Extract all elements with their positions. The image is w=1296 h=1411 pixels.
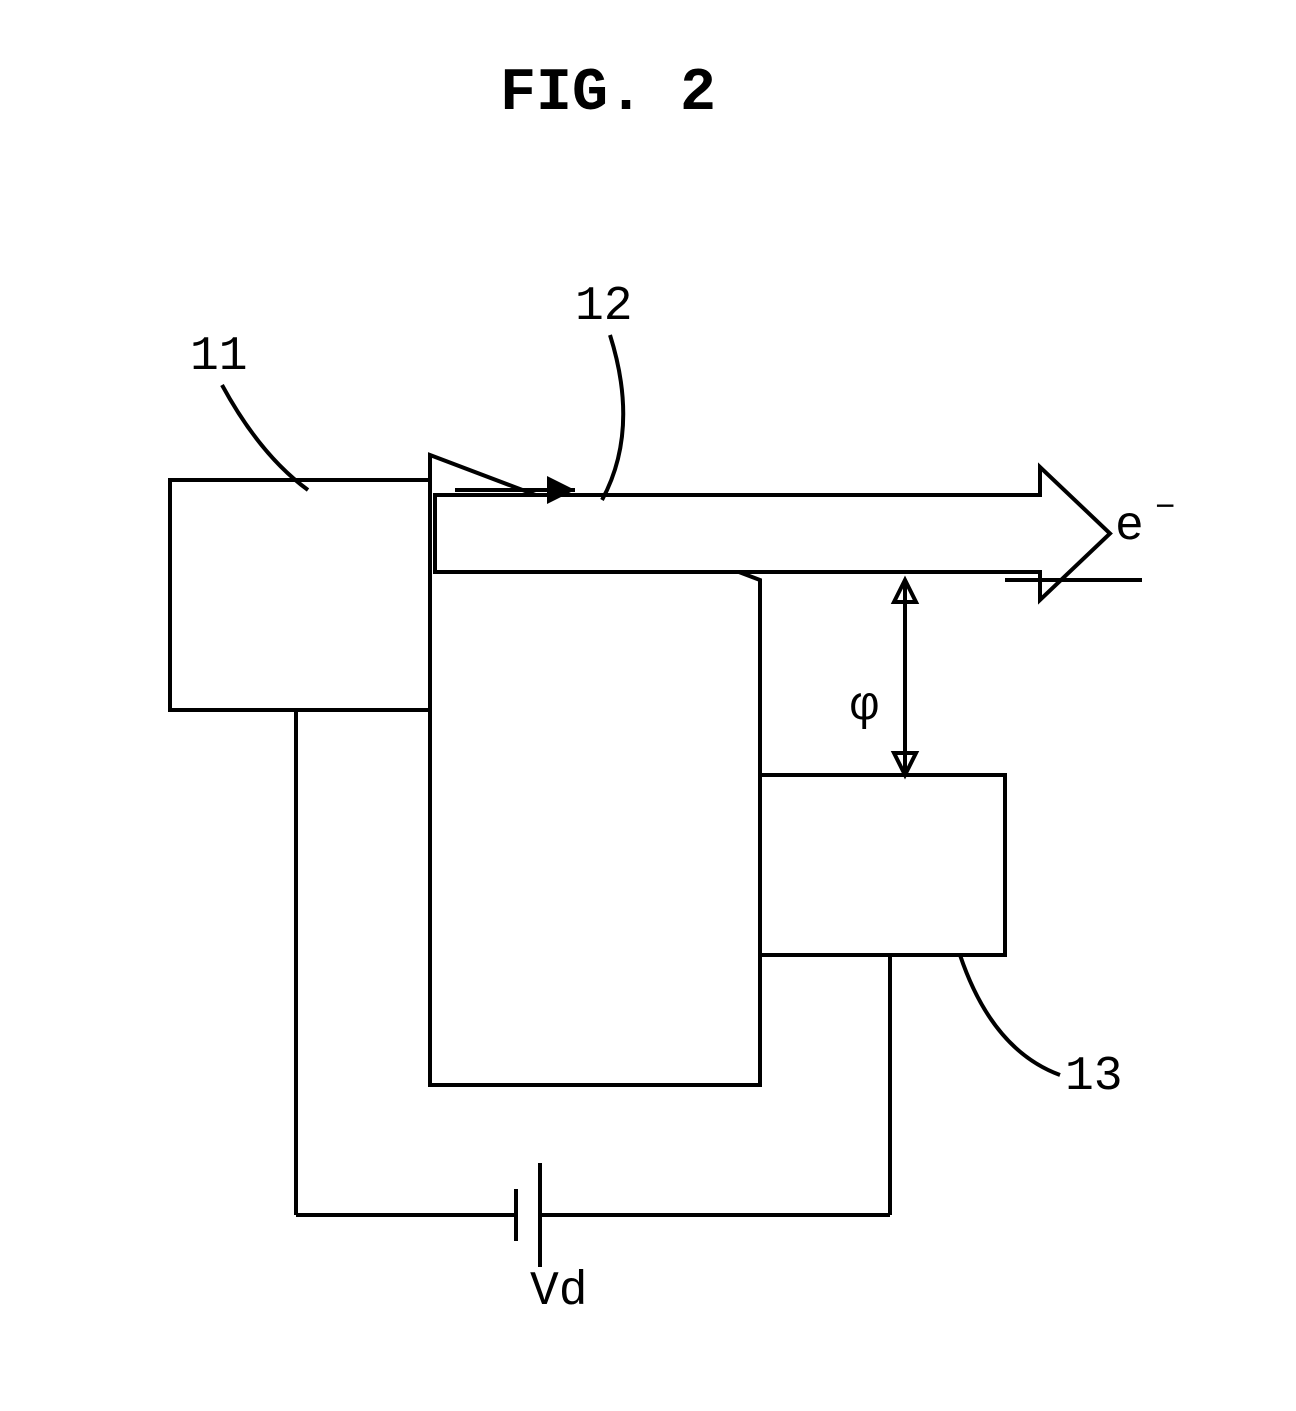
label-12: 12 xyxy=(575,280,633,334)
figure-canvas: FIG. 2 11 12 13 φ e − Vd xyxy=(0,0,1296,1411)
label-e-minus: − xyxy=(1155,490,1175,528)
label-vd: Vd xyxy=(530,1265,588,1319)
figure-svg xyxy=(0,0,1296,1411)
label-13: 13 xyxy=(1065,1050,1123,1104)
label-11: 11 xyxy=(190,330,248,384)
label-e: e xyxy=(1115,500,1144,554)
label-phi: φ xyxy=(850,680,879,734)
